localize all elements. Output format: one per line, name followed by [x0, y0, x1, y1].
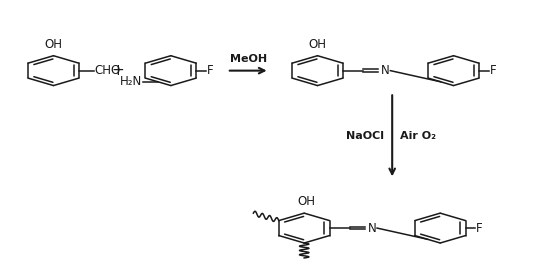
- Text: OH: OH: [44, 38, 63, 51]
- Text: OH: OH: [308, 38, 327, 51]
- Text: F: F: [489, 64, 496, 77]
- Text: N: N: [381, 64, 390, 77]
- Text: CHO: CHO: [95, 64, 121, 77]
- Text: OH: OH: [298, 195, 316, 208]
- Text: F: F: [476, 222, 483, 235]
- Text: N: N: [368, 222, 376, 235]
- Text: Air O₂: Air O₂: [400, 131, 436, 141]
- Text: H₂N: H₂N: [120, 75, 142, 88]
- Text: NaOCl: NaOCl: [346, 131, 384, 141]
- Text: F: F: [207, 64, 213, 77]
- Text: +: +: [111, 63, 124, 78]
- Text: MeOH: MeOH: [230, 54, 267, 64]
